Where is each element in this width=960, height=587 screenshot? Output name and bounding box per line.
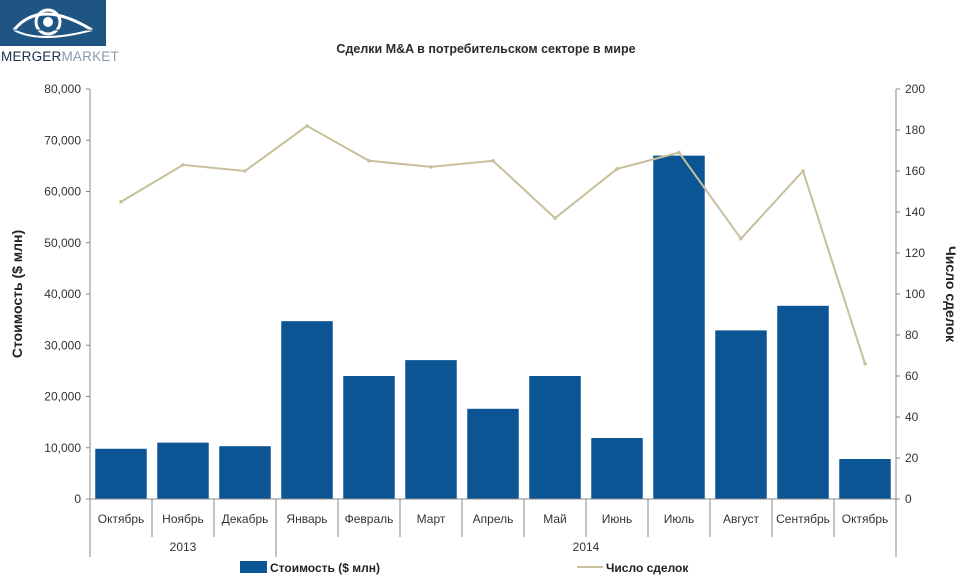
- x-tick-label: Март: [417, 512, 446, 526]
- bar: [653, 155, 705, 499]
- line-point: [305, 124, 309, 128]
- x-axis: Октябрь Ноябрь Декабрь Январь Февраль Март Апр…: [89, 498, 897, 557]
- right-tick-label: 140: [905, 205, 925, 219]
- logo-wordmark: MERGERMARKET: [1, 49, 119, 64]
- x-tick-label: Октябрь: [842, 512, 889, 526]
- bar: [529, 376, 581, 499]
- logo-word-dark: MERGER: [1, 49, 62, 64]
- left-axis-title: Стоимость ($ млн): [9, 230, 25, 358]
- left-tick-label: 0: [74, 492, 81, 506]
- bar: [219, 446, 271, 499]
- x-tick-label: Сентябрь: [776, 512, 830, 526]
- x-tick-label: Май: [543, 512, 567, 526]
- left-tick-label: 50,000: [44, 236, 81, 250]
- line-point: [367, 158, 371, 163]
- bar: [95, 448, 147, 499]
- bar: [281, 321, 333, 499]
- x-tick-label: Июнь: [602, 512, 633, 526]
- bar: [777, 305, 829, 499]
- legend-label-count: Число сделок: [606, 561, 689, 575]
- year-group-label: 2014: [573, 540, 600, 554]
- line-series: [119, 124, 867, 366]
- year-group-label: 2013: [170, 540, 197, 554]
- x-tick-label: Январь: [286, 512, 327, 526]
- left-tick-label: 20,000: [44, 390, 81, 404]
- x-tick-label: Август: [723, 512, 760, 526]
- bar: [343, 376, 395, 499]
- left-tick-label: 30,000: [44, 338, 81, 352]
- line-point: [615, 167, 619, 171]
- chart-title: Сделки M&A в потребительском секторе в м…: [336, 42, 635, 56]
- right-tick-label: 160: [905, 164, 925, 178]
- right-tick-label: 20: [905, 451, 919, 465]
- mergermarket-logo: MERGERMARKET: [0, 0, 119, 66]
- left-tick-label: 80,000: [44, 82, 81, 96]
- bar: [157, 442, 209, 499]
- bar: [839, 459, 891, 499]
- x-tick-label: Октябрь: [98, 512, 145, 526]
- right-tick-label: 180: [905, 123, 925, 137]
- line-point: [739, 236, 743, 241]
- line-point: [243, 169, 247, 173]
- bar: [405, 360, 457, 499]
- line-point: [119, 199, 123, 204]
- right-tick-label: 120: [905, 246, 925, 260]
- left-axis-ticks: 0 10,000 20,000 30,000 40,000 50,000 60,000 70,…: [44, 82, 91, 506]
- x-tick-label: Декабрь: [222, 512, 269, 526]
- right-tick-label: 60: [905, 369, 919, 383]
- right-tick-label: 0: [905, 492, 912, 506]
- eye-logo-icon: [0, 0, 106, 46]
- right-tick-label: 40: [905, 410, 919, 424]
- line-point: [863, 361, 867, 366]
- line-point: [553, 216, 557, 220]
- right-axis-title: Число сделок: [943, 246, 959, 343]
- right-tick-label: 100: [905, 287, 925, 301]
- bar: [467, 408, 519, 499]
- line-point: [801, 169, 805, 173]
- logo-word-light: MARKET: [61, 49, 119, 64]
- left-tick-label: 70,000: [44, 133, 81, 147]
- bar: [591, 438, 643, 499]
- x-tick-label: Июль: [664, 512, 695, 526]
- line-point: [677, 150, 681, 155]
- bar-series: [95, 155, 891, 499]
- bar: [715, 330, 767, 499]
- left-tick-label: 40,000: [44, 287, 81, 301]
- x-tick-label: Февраль: [345, 512, 394, 526]
- legend-swatch-value: [240, 561, 267, 573]
- left-tick-label: 10,000: [44, 441, 81, 455]
- left-tick-label: 60,000: [44, 185, 81, 199]
- line-point: [491, 158, 495, 163]
- x-tick-label: Апрель: [473, 512, 514, 526]
- right-tick-label: 200: [905, 82, 925, 96]
- line-point: [429, 165, 433, 169]
- right-axis-ticks: 0 20 40 60 80 100 120 140 160 180 200: [895, 82, 925, 506]
- right-tick-label: 80: [905, 328, 919, 342]
- line-point: [181, 163, 185, 167]
- legend: Стоимость ($ млн) Число сделок: [240, 561, 689, 575]
- legend-label-value: Стоимость ($ млн): [270, 561, 380, 575]
- x-tick-label: Ноябрь: [162, 512, 204, 526]
